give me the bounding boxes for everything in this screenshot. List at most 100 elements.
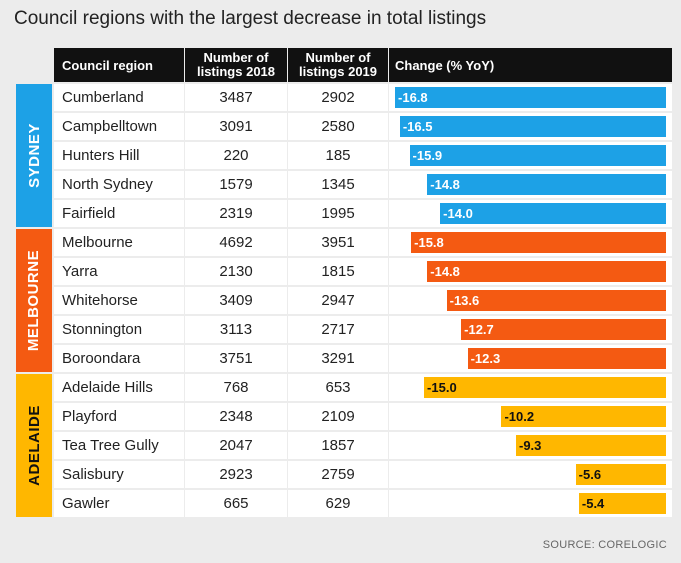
listings-2018-value: 220	[185, 142, 287, 169]
change-value-label: -13.6	[449, 293, 480, 308]
group-label-melbourne: MELBOURNE	[16, 229, 52, 372]
change-value-label: -5.6	[578, 467, 602, 482]
region-name: Melbourne	[54, 229, 184, 256]
listings-2018-value: 3091	[185, 113, 287, 140]
region-name: Hunters Hill	[54, 142, 184, 169]
change-value-label: -14.8	[430, 177, 460, 192]
region-name: Salisbury	[54, 461, 184, 488]
region-name: North Sydney	[54, 171, 184, 198]
listings-2019-value: 2947	[288, 287, 388, 314]
change-value-label: -15.8	[414, 235, 444, 250]
change-bar: -15.0	[424, 377, 666, 398]
change-value-label: -14.8	[430, 264, 460, 279]
listings-2019-value: 1857	[288, 432, 388, 459]
change-bar: -12.7	[461, 319, 666, 340]
chart-title: Council regions with the largest decreas…	[14, 8, 487, 29]
listings-2019-value: 2759	[288, 461, 388, 488]
region-name: Boroondara	[54, 345, 184, 372]
listings-2018-value: 3487	[185, 84, 287, 111]
change-bar-cell: -13.6	[389, 287, 672, 314]
header-change: Change (% YoY)	[389, 48, 672, 82]
region-name: Playford	[54, 403, 184, 430]
listings-2019-value: 2580	[288, 113, 388, 140]
change-bar: -16.8	[395, 87, 666, 108]
change-value-label: -15.0	[427, 380, 457, 395]
change-bar-cell: -15.9	[389, 142, 672, 169]
region-name: Campbelltown	[54, 113, 184, 140]
header-region: Council region	[54, 48, 184, 82]
change-bar: -13.6	[446, 290, 666, 311]
change-bar: -5.6	[575, 464, 666, 485]
change-bar: -9.3	[515, 435, 666, 456]
change-value-label: -12.7	[464, 322, 494, 337]
change-value-label: -9.3	[518, 438, 542, 453]
listings-2019-value: 185	[288, 142, 388, 169]
change-bar-cell: -5.6	[389, 461, 672, 488]
change-bar: -12.3	[467, 348, 666, 369]
change-bar: -14.0	[440, 203, 666, 224]
change-bar-cell: -15.0	[389, 374, 672, 401]
listings-2018-value: 3113	[185, 316, 287, 343]
header-listings-2018: Number of listings 2018	[185, 48, 287, 82]
change-bar-cell: -9.3	[389, 432, 672, 459]
listings-2019-value: 1815	[288, 258, 388, 285]
change-bar-cell: -14.8	[389, 171, 672, 198]
change-bar: -15.8	[411, 232, 666, 253]
listings-2018-value: 1579	[185, 171, 287, 198]
region-name: Whitehorse	[54, 287, 184, 314]
group-label-text: MELBOURNE	[25, 249, 43, 352]
change-bar: -16.5	[399, 116, 666, 137]
change-value-label: -5.4	[581, 496, 605, 511]
change-bar-cell: -14.0	[389, 200, 672, 227]
listings-2018-value: 2047	[185, 432, 287, 459]
region-name: Adelaide Hills	[54, 374, 184, 401]
region-name: Yarra	[54, 258, 184, 285]
change-bar-cell: -5.4	[389, 490, 672, 517]
region-name: Gawler	[54, 490, 184, 517]
change-value-label: -16.8	[398, 90, 428, 105]
listings-2019-value: 629	[288, 490, 388, 517]
region-name: Stonnington	[54, 316, 184, 343]
change-value-label: -15.9	[412, 148, 443, 163]
change-bar-cell: -16.5	[389, 113, 672, 140]
change-bar: -14.8	[427, 174, 666, 195]
listings-2018-value: 2130	[185, 258, 287, 285]
listings-2018-value: 4692	[185, 229, 287, 256]
listings-2019-value: 2902	[288, 84, 388, 111]
listings-2018-value: 665	[185, 490, 287, 517]
group-label-sydney: SYDNEY	[16, 84, 52, 227]
listings-2019-value: 653	[288, 374, 388, 401]
group-label-adelaide: ADELAIDE	[16, 374, 52, 517]
listings-2018-value: 3751	[185, 345, 287, 372]
region-name: Cumberland	[54, 84, 184, 111]
region-name: Fairfield	[54, 200, 184, 227]
change-bar-cell: -12.7	[389, 316, 672, 343]
listings-2019-value: 1345	[288, 171, 388, 198]
change-bar: -5.4	[578, 493, 666, 514]
change-bar: -15.9	[409, 145, 666, 166]
listings-2018-value: 2319	[185, 200, 287, 227]
listings-2019-value: 2717	[288, 316, 388, 343]
listings-2019-value: 3291	[288, 345, 388, 372]
change-bar-cell: -12.3	[389, 345, 672, 372]
group-label-text: ADELAIDE	[25, 405, 43, 486]
listings-2018-value: 3409	[185, 287, 287, 314]
change-bar-cell: -15.8	[389, 229, 672, 256]
listings-2019-value: 1995	[288, 200, 388, 227]
listings-2018-value: 2348	[185, 403, 287, 430]
header-listings-2019: Number of listings 2019	[288, 48, 388, 82]
change-value-label: -14.0	[443, 206, 473, 221]
listings-2018-value: 768	[185, 374, 287, 401]
change-bar-cell: -16.8	[389, 84, 672, 111]
group-label-text: SYDNEY	[25, 123, 43, 188]
change-bar-cell: -10.2	[389, 403, 672, 430]
change-bar: -10.2	[501, 406, 666, 427]
listings-2019-value: 3951	[288, 229, 388, 256]
change-bar-cell: -14.8	[389, 258, 672, 285]
listings-2019-value: 2109	[288, 403, 388, 430]
change-bar: -14.8	[427, 261, 666, 282]
change-value-label: -12.3	[470, 351, 501, 366]
source-note: SOURCE: CORELOGIC	[542, 539, 667, 551]
listings-2018-value: 2923	[185, 461, 287, 488]
